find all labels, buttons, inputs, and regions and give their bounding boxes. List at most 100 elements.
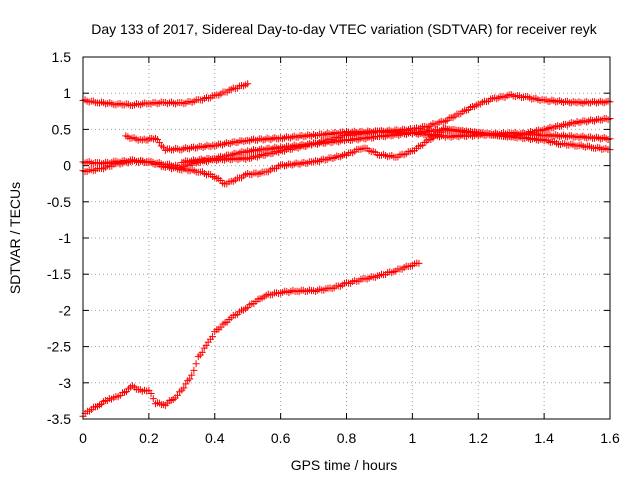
data-point bbox=[186, 145, 194, 153]
data-point bbox=[284, 133, 292, 141]
series-arc-A bbox=[79, 80, 252, 110]
data-point bbox=[592, 99, 600, 107]
x-tick-label: 0.2 bbox=[139, 430, 159, 446]
y-tick-label: -3.5 bbox=[47, 411, 71, 427]
data-point bbox=[596, 97, 604, 105]
data-point bbox=[560, 131, 567, 139]
data-point bbox=[577, 133, 585, 141]
y-tick-label: -0.5 bbox=[47, 194, 71, 210]
y-tick-label: -2.5 bbox=[47, 339, 71, 355]
data-point bbox=[381, 133, 389, 141]
data-point bbox=[248, 154, 256, 162]
data-point bbox=[445, 125, 453, 133]
data-point bbox=[536, 127, 544, 135]
data-point bbox=[246, 137, 254, 145]
data-point bbox=[366, 133, 374, 141]
data-point bbox=[189, 143, 197, 151]
series-arc-E bbox=[178, 114, 614, 167]
data-point bbox=[312, 157, 319, 165]
data-point bbox=[558, 122, 566, 130]
data-point bbox=[567, 132, 575, 140]
x-tick-label: 1.4 bbox=[534, 430, 554, 446]
data-point bbox=[140, 135, 148, 143]
data-point bbox=[362, 135, 370, 143]
y-tick-label: 0.5 bbox=[52, 121, 72, 137]
data-point bbox=[228, 151, 236, 159]
data-point bbox=[149, 395, 157, 403]
data-point bbox=[579, 132, 587, 140]
x-tick-label: 0.6 bbox=[271, 430, 291, 446]
data-point bbox=[207, 143, 215, 151]
data-point bbox=[267, 136, 275, 144]
x-tick-label: 0.8 bbox=[337, 430, 357, 446]
data-point bbox=[529, 135, 536, 143]
y-tick-label: -1.5 bbox=[47, 266, 71, 282]
data-point bbox=[317, 130, 325, 138]
data-point bbox=[251, 146, 259, 154]
y-tick-label: 1.5 bbox=[52, 49, 72, 65]
data-point bbox=[298, 132, 306, 140]
y-tick-label: -3 bbox=[59, 375, 72, 391]
plot-border bbox=[82, 56, 611, 420]
x-tick-label: 0 bbox=[79, 430, 87, 446]
data-point bbox=[323, 156, 331, 164]
data-point bbox=[248, 136, 256, 144]
x-tick-label: 1.6 bbox=[600, 430, 620, 446]
data-point bbox=[180, 384, 188, 392]
x-tick-labels: 0 0.2 0.4 0.6 0.8 1 1.2 1.4 1.6 bbox=[79, 430, 620, 446]
grid-lines bbox=[83, 57, 610, 419]
data-point bbox=[209, 333, 217, 341]
data-point bbox=[331, 153, 339, 161]
data-point bbox=[571, 119, 579, 127]
data-point bbox=[561, 132, 569, 140]
data-point bbox=[234, 138, 242, 146]
series-arc-C bbox=[79, 91, 614, 176]
data-point bbox=[573, 118, 581, 126]
data-point bbox=[565, 120, 573, 128]
data-series bbox=[79, 80, 614, 420]
data-point bbox=[279, 161, 287, 169]
x-tick-label: 1.2 bbox=[469, 430, 489, 446]
data-point bbox=[240, 138, 248, 146]
data-point bbox=[319, 131, 327, 139]
data-point bbox=[302, 141, 310, 149]
y-tick-label: -2 bbox=[59, 302, 72, 318]
data-point bbox=[577, 99, 585, 107]
data-point bbox=[552, 131, 560, 139]
data-point bbox=[144, 136, 152, 144]
data-point bbox=[255, 152, 263, 160]
x-axis-label: GPS time / hours bbox=[291, 457, 398, 473]
data-point bbox=[600, 99, 608, 107]
data-point bbox=[244, 136, 252, 144]
data-point bbox=[415, 259, 423, 267]
data-point bbox=[213, 142, 221, 150]
data-point bbox=[604, 97, 612, 105]
data-point bbox=[198, 348, 206, 356]
data-point bbox=[304, 159, 312, 167]
chart-title: Day 133 of 2017, Sidereal Day-to-day VTE… bbox=[91, 21, 597, 37]
data-point bbox=[147, 390, 155, 398]
data-point bbox=[186, 375, 194, 383]
y-tick-label: 1 bbox=[63, 85, 71, 101]
data-point bbox=[308, 132, 316, 140]
data-point bbox=[242, 155, 250, 163]
y-tick-labels: 1.5 1 0.5 0 -0.5 -1 -1.5 -2 -2.5 -3 -3.5 bbox=[47, 49, 71, 427]
data-point bbox=[447, 133, 455, 141]
data-point bbox=[190, 366, 198, 374]
data-point bbox=[591, 98, 598, 106]
data-point bbox=[300, 133, 308, 141]
data-point bbox=[546, 97, 554, 105]
data-point bbox=[192, 360, 200, 368]
data-point bbox=[370, 134, 378, 142]
y-tick-label: -1 bbox=[59, 230, 72, 246]
data-point bbox=[244, 80, 252, 88]
data-point bbox=[261, 146, 269, 154]
data-point bbox=[604, 116, 612, 124]
series-arc-F bbox=[79, 259, 423, 420]
data-point bbox=[173, 391, 181, 399]
data-point bbox=[449, 127, 457, 135]
data-point bbox=[592, 133, 600, 141]
data-point bbox=[344, 135, 352, 143]
x-tick-label: 0.4 bbox=[205, 430, 225, 446]
